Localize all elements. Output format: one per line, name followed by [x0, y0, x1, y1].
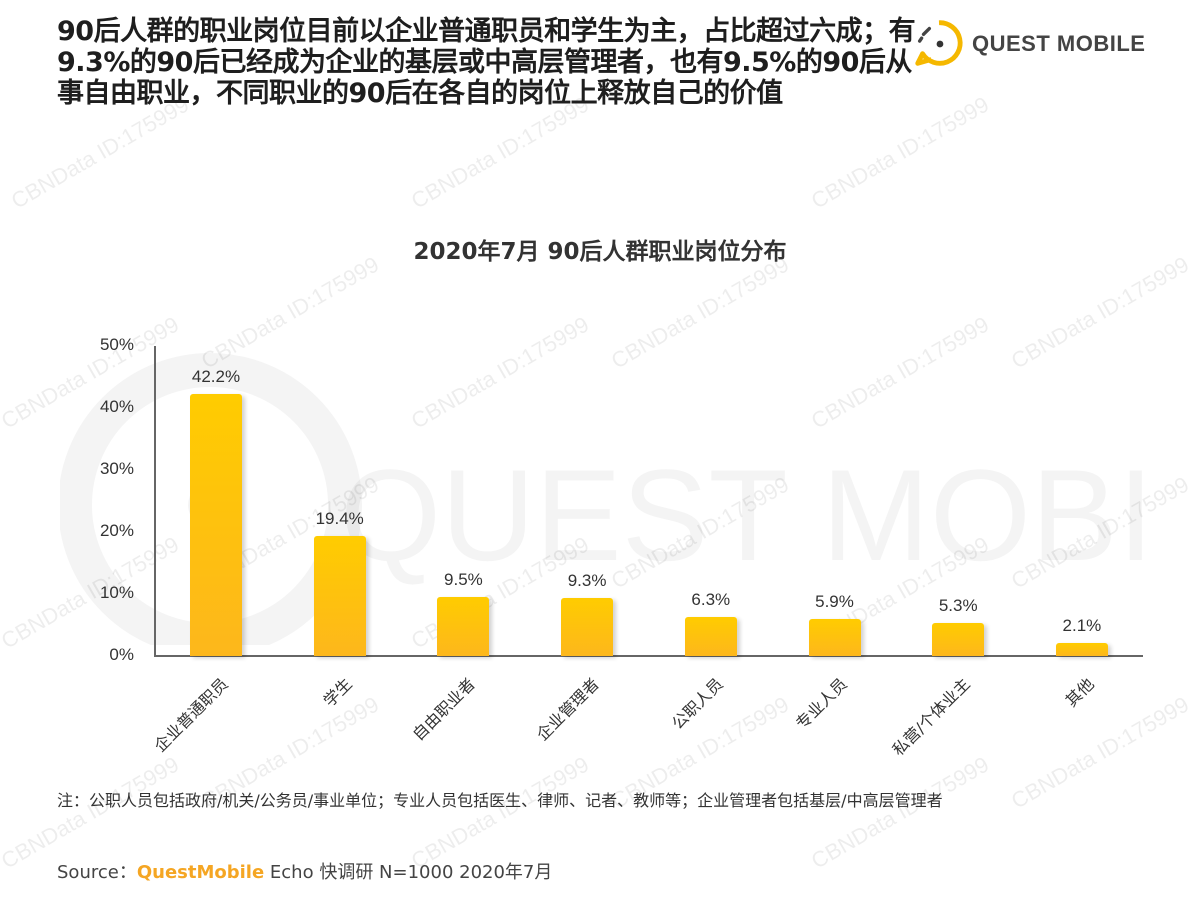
- y-axis: [154, 346, 156, 657]
- y-tick-label: 30%: [99, 459, 134, 478]
- bar-value-label: 6.3%: [691, 589, 731, 609]
- watermark-text: CBNData ID:175999: [406, 311, 594, 434]
- watermark-text: CBNData ID:175999: [196, 251, 384, 374]
- watermark-text: CBNData ID:175999: [806, 91, 994, 214]
- headline: 90后人群的职业岗位目前以企业普通职员和学生为主，占比超过六成；有9.3%的90…: [57, 16, 916, 109]
- x-axis: [154, 655, 1143, 657]
- footnote: 注：公职人员包括政府/机关/公务员/事业单位；专业人员包括医生、律师、记者、教师…: [57, 791, 943, 810]
- logo: QUEST MOBILE: [910, 14, 1170, 74]
- bar-value-label: 42.2%: [191, 367, 241, 387]
- bar-value-label: 9.3%: [567, 571, 607, 591]
- watermark-text: CBNData ID:175999: [406, 91, 594, 214]
- watermark-text: CBNData ID:175999: [1006, 471, 1194, 594]
- y-tick-label: 50%: [99, 335, 134, 354]
- y-tick-label: 40%: [99, 397, 134, 416]
- bar-value-label: 2.1%: [1062, 615, 1102, 635]
- logo-text: QUEST MOBILE: [972, 31, 1146, 56]
- watermark-big-text: QUEST MOBILE: [340, 442, 1160, 588]
- bar-value-label: 5.9%: [815, 592, 854, 612]
- y-tick-label: 20%: [99, 521, 134, 540]
- watermark-text: CBNData ID:175999: [606, 251, 794, 374]
- watermark-text: CBNData ID:175999: [806, 311, 994, 434]
- bar-0: [190, 394, 242, 656]
- quest-mobile-logo-icon: [915, 20, 963, 66]
- watermark-text: CBNData ID:175999: [1006, 251, 1194, 374]
- bar-7: [1055, 642, 1108, 656]
- source-detail: Echo 快调研 N=1000 2020年7月: [264, 862, 553, 883]
- bar-3: [561, 598, 614, 656]
- bar-1: [313, 535, 366, 656]
- bar-2: [437, 597, 490, 656]
- watermark-text: CBNData ID:175999: [6, 91, 194, 214]
- source-prefix: Source：: [57, 862, 137, 883]
- y-tick-label: 0%: [109, 645, 134, 664]
- bar-value-label: 9.5%: [444, 570, 483, 590]
- source-line: Source：QuestMobile Echo 快调研 N=1000 2020年…: [57, 858, 552, 884]
- source-brand: QuestMobile: [136, 862, 265, 883]
- bar-6: [932, 623, 985, 656]
- y-tick-label: 10%: [99, 583, 134, 602]
- watermark-text: CBNData ID:175999: [606, 471, 794, 594]
- bar-value-label: 5.3%: [938, 596, 978, 616]
- chart-title: 2020年7月 90后人群职业岗位分布: [413, 239, 787, 265]
- bar-5: [808, 619, 861, 656]
- bar-4: [684, 616, 737, 656]
- bar-value-label: 19.4%: [315, 508, 364, 528]
